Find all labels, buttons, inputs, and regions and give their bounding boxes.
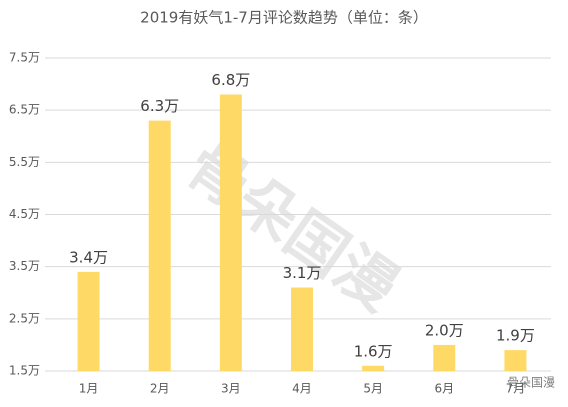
bar bbox=[362, 365, 385, 371]
data-label: 1.9万 bbox=[496, 327, 535, 345]
bar bbox=[433, 344, 456, 371]
data-label: 6.3万 bbox=[140, 97, 179, 115]
y-tick-label: 3.5万 bbox=[9, 259, 40, 273]
bar bbox=[504, 350, 527, 371]
bar bbox=[219, 94, 242, 372]
data-label: 2.0万 bbox=[425, 321, 464, 339]
x-tick-label: 2月 bbox=[150, 382, 170, 396]
x-tick-label: 6月 bbox=[434, 382, 454, 396]
chart-title: 2019有妖气1-7月评论数趋势（单位：条） bbox=[140, 9, 428, 27]
y-tick-label: 2.5万 bbox=[9, 311, 40, 325]
bar bbox=[148, 120, 171, 371]
watermark-logo: 骨朵国漫 bbox=[507, 376, 555, 390]
x-tick-label: 7月 bbox=[506, 382, 526, 396]
data-label: 6.8万 bbox=[211, 71, 250, 89]
y-tick-label: 4.5万 bbox=[9, 207, 40, 221]
bar bbox=[291, 287, 313, 371]
x-tick-label: 5月 bbox=[363, 382, 383, 396]
y-tick-label: 1.5万 bbox=[9, 364, 40, 378]
data-label: 1.6万 bbox=[354, 342, 393, 360]
y-tick-label: 6.5万 bbox=[9, 103, 40, 117]
x-tick-label: 4月 bbox=[292, 382, 312, 396]
data-label: 3.1万 bbox=[283, 264, 322, 282]
data-label: 3.4万 bbox=[69, 248, 108, 266]
bar bbox=[77, 271, 100, 371]
x-tick-label: 1月 bbox=[79, 382, 99, 396]
x-tick-label: 3月 bbox=[221, 382, 241, 396]
y-tick-label: 7.5万 bbox=[9, 51, 40, 65]
y-tick-label: 5.5万 bbox=[9, 155, 40, 169]
